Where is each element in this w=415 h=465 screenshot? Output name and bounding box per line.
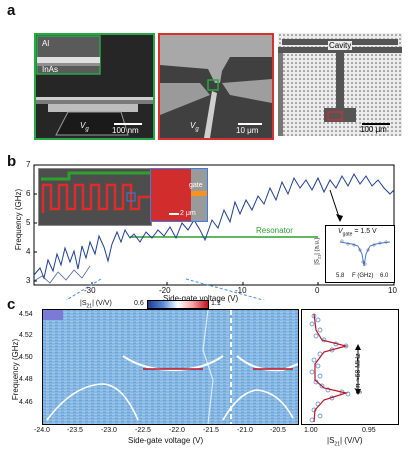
inset-xlabel: F (GHz) — [352, 273, 374, 279]
anticrossing-upper-left — [122, 355, 224, 372]
panel-c-letter: c — [7, 296, 16, 313]
resonator-inset — [38, 168, 152, 226]
vgate-spectrum-inset: Vgate = 1.5 V 5.8 F (GHz) 6.0 — [325, 225, 395, 283]
scale-label: 10 μm — [236, 126, 259, 135]
xtick-0: 0 — [315, 286, 320, 295]
c-xtick-4: -22.0 — [169, 427, 185, 434]
colorbar-max: 1.1 — [211, 300, 221, 307]
c-ytick-450: 4.50 — [19, 354, 33, 361]
y-axis-label: Frequency (GHz) — [14, 188, 24, 251]
inas-label: InAs — [42, 65, 59, 74]
xtick-10: 10 — [388, 286, 397, 295]
resonator-label: Resonator — [256, 226, 293, 235]
inset-xtick-60: 6.0 — [380, 273, 389, 279]
c-xtick-2: -23.0 — [101, 427, 117, 434]
cavity-label: Cavity — [328, 41, 353, 50]
c-xtick-3: -22.5 — [135, 427, 151, 434]
inset-ylabel: |S21| (a.u.) — [314, 237, 322, 265]
colorbar-label: |S21| (V/V) — [80, 300, 112, 310]
c-xtick-7: -20.5 — [270, 427, 286, 434]
heatmap — [42, 309, 299, 425]
c-xtick-0: -24.0 — [34, 427, 50, 434]
c-x-axis-label: Side-gate voltage (V) — [128, 436, 204, 445]
scale-bar — [238, 123, 262, 125]
scale-bar — [114, 123, 142, 125]
c-xtick-1: -23.5 — [67, 427, 83, 434]
c-ytick-448: 4.48 — [19, 376, 33, 383]
ytick-7: 7 — [26, 160, 31, 169]
panel-a-letter: a — [7, 2, 16, 19]
c-y-axis-label: Frequency (GHz) — [11, 338, 21, 401]
gate-label: Vg — [190, 121, 199, 133]
c-ytick-452: 4.52 — [19, 332, 33, 339]
xtick-m10: -10 — [235, 286, 247, 295]
anticrossing-upper-right — [236, 355, 298, 372]
panel-b-letter: b — [7, 153, 17, 170]
xtick-m30: -30 — [84, 286, 96, 295]
s21-linecut-plot: g/π ≈68 MHz — [301, 309, 399, 425]
scale-bar — [169, 213, 179, 215]
xtick-m20: -20 — [159, 286, 171, 295]
ytick-6: 6 — [26, 189, 31, 198]
ytick-3: 3 — [26, 276, 31, 285]
scale-label: 100 μm — [360, 125, 387, 134]
gate-label: gate — [189, 182, 203, 189]
ytick-5: 5 — [26, 218, 31, 227]
al-label: Al — [42, 39, 50, 48]
scale-label: 100 nm — [112, 126, 139, 135]
optical-image-gate: Vg 10 μm — [158, 33, 274, 140]
vgate-title: Vgate = 1.5 V — [338, 228, 377, 238]
ytick-4: 4 — [26, 247, 31, 256]
anticrossing-lower-left — [46, 383, 139, 421]
x-axis-label: Side-gate voltage (V) — [163, 294, 239, 303]
side-xtick-100: 1.00 — [304, 427, 318, 434]
inset-xtick-58: 5.8 — [336, 273, 345, 279]
c-ytick-446: 4.46 — [19, 399, 33, 406]
side-x-axis-label: |S21| (V/V) — [327, 436, 363, 448]
colorbar-min: 0.6 — [134, 300, 144, 307]
c-xtick-5: -21.5 — [203, 427, 219, 434]
gate-label: Vg — [80, 121, 89, 133]
sem-image-nanowire: Al InAs Vg 100 nm — [34, 33, 155, 140]
y-axis-ticks — [34, 164, 37, 282]
gate-zoom-inset: gate 2 μm — [150, 168, 208, 222]
c-xtick-6: -21.0 — [237, 427, 253, 434]
scale-bar — [362, 123, 390, 125]
anticrossing-lower-right — [222, 389, 294, 421]
coupling-label: g/π ≈68 MHz — [355, 353, 362, 394]
side-xtick-095: 0.95 — [362, 427, 376, 434]
cavity-chip-image: Cavity 100 μm — [278, 33, 402, 136]
scale-label: 2 μm — [180, 210, 196, 217]
frequency-trace — [33, 172, 395, 280]
colorbar — [147, 300, 209, 309]
frequency-trace-lower — [33, 265, 91, 284]
c-ytick-454: 4.54 — [19, 311, 33, 318]
